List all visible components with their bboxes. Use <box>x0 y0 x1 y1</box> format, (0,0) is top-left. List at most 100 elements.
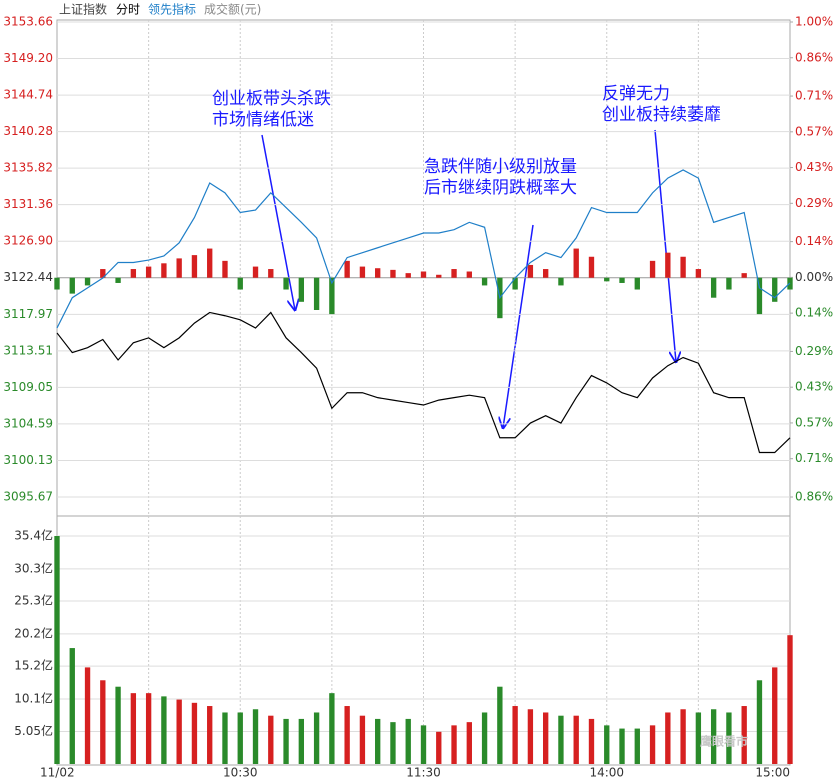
y-tick-label: 3135.82 <box>3 161 53 175</box>
y2-tick-label: 0.57% <box>795 124 833 138</box>
diff-bar <box>161 263 167 278</box>
x-tick-label: 11/02 <box>40 766 75 780</box>
volume-bar <box>359 715 366 764</box>
volume-bar <box>298 718 305 764</box>
volume-bar <box>313 712 320 764</box>
diff-bar <box>252 266 259 278</box>
diff-bar <box>588 256 595 278</box>
volume-bar <box>130 693 137 764</box>
y-tick-label: 30.3亿 <box>14 560 53 575</box>
diff-bar <box>344 260 350 278</box>
annotation: 创业板带头杀跌 <box>212 89 331 109</box>
volume-bar <box>710 709 717 764</box>
tab[interactable]: 上证指数 <box>59 2 107 17</box>
y2-tick-label: 0.43% <box>795 380 833 394</box>
tab[interactable]: 领先指标 <box>148 2 196 17</box>
volume-bar <box>222 712 228 764</box>
volume-bar <box>649 725 656 764</box>
diff-bar <box>634 277 640 290</box>
diff-bar <box>542 269 549 278</box>
volume-bar <box>604 725 610 764</box>
volume-bar <box>344 706 350 764</box>
y2-tick-label: 0.86% <box>795 50 833 64</box>
volume-bar <box>772 667 778 764</box>
y-tick-label: 5.05亿 <box>14 723 53 738</box>
diff-bar <box>283 277 289 290</box>
tab[interactable]: 分时 <box>116 3 140 17</box>
y-tick-label: 3131.36 <box>3 197 53 211</box>
y2-tick-label: 0.71% <box>795 451 833 465</box>
y2-tick-label: 0.14% <box>795 234 833 248</box>
diff-bar <box>191 255 198 278</box>
arrow <box>503 224 534 428</box>
y2-tick-label: 0.00% <box>795 270 833 284</box>
y2-tick-label: 0.14% <box>795 306 833 320</box>
y2-tick-label: 0.71% <box>795 89 833 103</box>
diff-bar <box>665 252 671 278</box>
volume-bar <box>588 718 595 764</box>
y-tick-label: 3113.51 <box>3 343 53 357</box>
y-tick-label: 3104.59 <box>3 416 53 430</box>
y-tick-label: 3117.97 <box>3 307 53 321</box>
annotation: 急跌伴随小级别放量 <box>424 157 577 177</box>
diff-bar <box>466 271 472 278</box>
volume-bar <box>161 696 167 764</box>
volume-bar <box>787 635 793 764</box>
diff-bar <box>558 277 564 286</box>
diff-bar <box>100 269 106 278</box>
arrow <box>654 129 676 362</box>
diff-bar <box>54 277 60 290</box>
diff-bar <box>710 277 717 298</box>
volume-bar <box>512 706 518 764</box>
diff-bar <box>741 273 747 278</box>
diff-bar <box>680 256 686 278</box>
volume-bar <box>451 725 457 764</box>
arrow <box>261 134 295 310</box>
diff-bar <box>69 277 75 294</box>
volume-bar <box>726 712 732 764</box>
y-tick-label: 10.1亿 <box>14 690 53 705</box>
diff-bar <box>207 248 213 278</box>
tab[interactable]: 成交额(元) <box>204 2 261 17</box>
diff-bar <box>329 277 335 315</box>
y-tick-label: 3100.13 <box>3 453 53 467</box>
y-tick-label: 3149.20 <box>3 51 53 65</box>
diff-bar <box>145 266 152 278</box>
diff-bar <box>512 277 518 290</box>
diff-bar <box>573 248 579 278</box>
volume-bar <box>634 728 640 764</box>
volume-bar <box>54 536 60 764</box>
y-tick-label: 3095.67 <box>3 490 53 504</box>
volume-bar <box>420 725 427 764</box>
volume-bar <box>558 715 564 764</box>
volume-bar <box>436 731 442 764</box>
diff-bar <box>420 271 427 278</box>
annotation: 后市继续阴跌概率大 <box>424 178 577 198</box>
volume-bar <box>756 680 763 764</box>
diff-bar <box>619 277 625 283</box>
volume-bar <box>84 667 91 764</box>
diff-bar <box>481 277 488 286</box>
diff-bar <box>726 277 732 290</box>
volume-bar <box>542 712 549 764</box>
volume-bar <box>497 686 503 764</box>
volume-bar <box>527 709 534 764</box>
y-tick-label: 3153.66 <box>3 15 53 29</box>
annotation: 市场情绪低迷 <box>212 110 314 130</box>
y-tick-label: 3126.90 <box>3 234 53 248</box>
volume-bar <box>466 722 472 764</box>
y2-tick-label: 0.29% <box>795 344 833 358</box>
diff-bar <box>84 277 91 286</box>
diff-bar <box>756 277 763 315</box>
diff-bar <box>176 258 182 278</box>
y-tick-label: 20.2亿 <box>14 625 53 640</box>
x-tick-label: 11:30 <box>406 766 441 780</box>
volume-bar <box>573 715 579 764</box>
volume-bar <box>481 712 488 764</box>
volume-bar <box>329 693 335 764</box>
diff-bar <box>313 277 320 310</box>
volume-bar <box>680 709 686 764</box>
volume-bar <box>69 648 75 764</box>
y2-tick-label: 0.43% <box>795 160 833 174</box>
